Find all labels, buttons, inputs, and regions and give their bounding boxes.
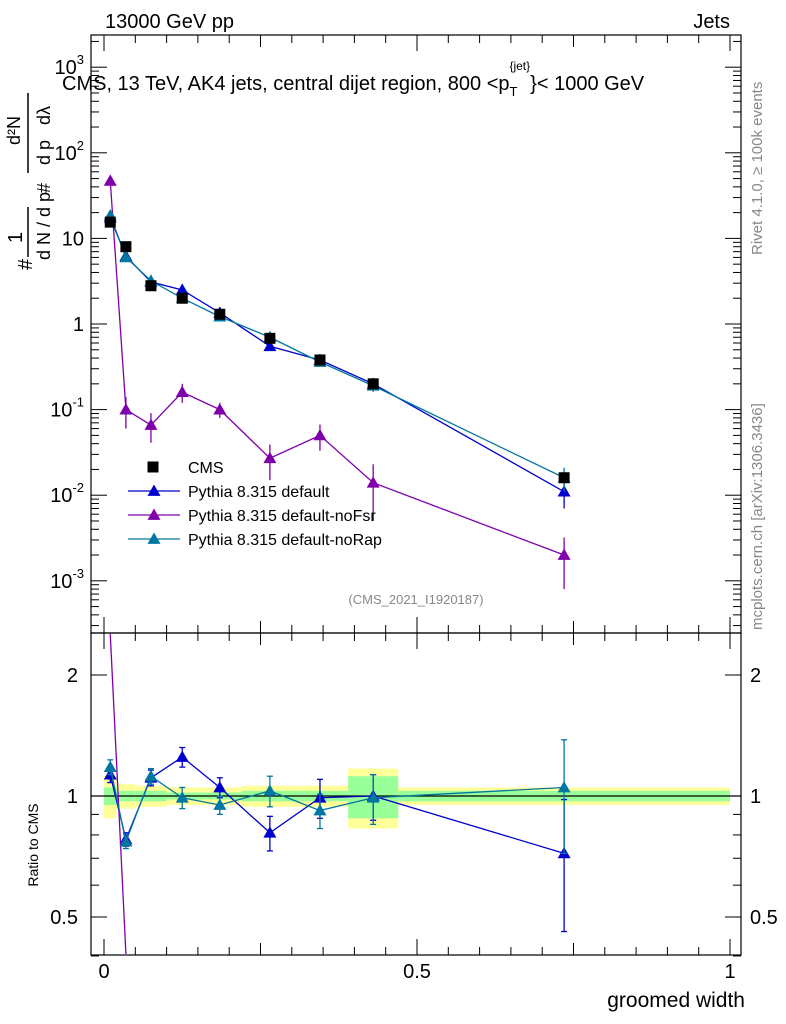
data-point: [175, 791, 189, 803]
svg-text:d N / d p: d N / d p: [34, 192, 54, 260]
ratio-series-pythia-8-315-default: [103, 746, 571, 933]
svg-text:#: #: [15, 258, 37, 270]
main-series: [103, 174, 571, 590]
data-point: [120, 241, 132, 253]
header-jets-label: Jets: [693, 11, 730, 33]
data-point: [263, 784, 277, 796]
main-axis-ticks: 10-3 10-2 10-1 1 10 102 103: [50, 35, 741, 633]
data-point: [214, 308, 226, 320]
legend-marker: [147, 484, 161, 496]
ratio-y-tick-label-right: 1: [750, 786, 761, 808]
legend-entry-pythia-8-315-default-norap: Pythia 8.315 default-noRap: [128, 532, 382, 549]
plot-title-sup: {jet}: [509, 59, 530, 73]
ratio-y-tick-label-right: 0.5: [750, 907, 778, 929]
svg-text:1: 1: [5, 232, 27, 243]
main-y-tick-label: 10-1: [50, 395, 84, 422]
data-point: [144, 769, 158, 782]
header-energy-label: 13000 GeV pp: [105, 11, 234, 33]
legend-label: CMS: [188, 460, 224, 477]
mcplots-label: mcplots.cern.ch [arXiv:1306.3436]: [749, 403, 766, 630]
ratio-y-tick-label: 1: [67, 786, 78, 808]
data-point: [557, 548, 571, 560]
plot-title-prefix: CMS, 13 TeV, AK4 jets, central dijet reg…: [62, 73, 510, 95]
data-point: [314, 354, 326, 366]
ratio-series: [103, 633, 571, 955]
data-point: [103, 760, 117, 772]
ratio-y-tick-label-right: 2: [750, 665, 761, 687]
legend-marker: [147, 508, 161, 520]
rivet-version-label: Rivet 4.1.0, ≥ 100k events: [749, 82, 766, 255]
legend: CMS Pythia 8.315 default Pythia 8.315 defa…: [128, 460, 382, 549]
ratio-y-tick-label: 0.5: [50, 907, 78, 929]
data-point: [213, 780, 227, 793]
series-line: [109, 633, 127, 955]
data-point: [119, 403, 133, 415]
ratio-plot-frame: [90, 632, 742, 956]
data-point: [367, 378, 379, 390]
x-axis-title: groomed width: [607, 989, 745, 1012]
data-point: [263, 339, 277, 352]
main-series-cms: [104, 216, 570, 484]
data-point: [263, 826, 277, 838]
data-point: [264, 332, 276, 344]
data-point: [557, 780, 571, 793]
legend-marker: [147, 461, 159, 473]
data-point: [366, 791, 380, 803]
ratio-y-tick-label: 2: [67, 665, 78, 687]
main-series-pythia-8-315-default-nofsr: [103, 174, 571, 590]
data-point: [119, 250, 133, 263]
svg-text:d p: d p: [34, 140, 54, 165]
plot-title-sub: T: [510, 84, 518, 99]
data-point: [176, 292, 188, 304]
legend-entry-pythia-8-315-default-nofsr: Pythia 8.315 default-noFsr: [128, 508, 376, 525]
legend-label: Pythia 8.315 default-noRap: [188, 532, 382, 549]
x-tick-label: 0.5: [403, 961, 431, 983]
data-point: [263, 451, 277, 464]
data-point: [366, 476, 380, 488]
svg-text:d²N: d²N: [4, 116, 24, 145]
data-point: [313, 428, 327, 441]
main-y-tick-label: 10-2: [50, 480, 84, 507]
ratio-series-pythia-8-315-default-norap: [103, 739, 571, 854]
data-point: [213, 403, 227, 415]
data-point: [104, 216, 116, 228]
main-y-tick-label: 1: [73, 314, 84, 336]
ratio-y-axis-title: Ratio to CMS: [25, 803, 41, 886]
data-point: [175, 750, 189, 762]
legend-marker: [147, 532, 161, 544]
svg-text:dλ: dλ: [34, 106, 54, 125]
ratio-axis-ticks: 0.5 0.5 1 1 2 2 0 0.5 1: [50, 633, 778, 983]
main-y-tick-label: 10: [62, 228, 84, 250]
x-tick-label: 1: [724, 961, 735, 983]
data-point: [144, 418, 158, 430]
data-point: [175, 283, 189, 295]
data-point: [313, 804, 327, 816]
main-y-tick-label: 10-3: [50, 566, 84, 593]
plot-title-suffix: }< 1000 GeV: [530, 73, 645, 95]
x-tick-label: 0: [98, 961, 109, 983]
main-series-pythia-8-315-default: [103, 211, 571, 509]
svg-text:CMS, 13 TeV, AK4 jets, central: CMS, 13 TeV, AK4 jets, central dijet reg…: [62, 59, 645, 99]
data-point: [145, 280, 157, 292]
series-line: [109, 215, 565, 479]
ratio-series-pythia-8-315-default-nofsr: [109, 633, 127, 955]
data-point: [213, 798, 227, 810]
legend-label: Pythia 8.315 default: [188, 484, 330, 501]
analysis-id: (CMS_2021_I1920187): [348, 592, 483, 607]
data-point: [119, 835, 133, 847]
main-y-tick-label: 103: [55, 52, 84, 79]
main-y-axis-title: # 1 d N / d p # d²N d p dλ: [4, 93, 54, 270]
legend-entry-cms: CMS: [147, 460, 224, 477]
main-series-pythia-8-315-default-norap: [103, 209, 571, 492]
data-point: [103, 174, 117, 186]
data-point: [175, 385, 189, 398]
legend-entry-pythia-8-315-default: Pythia 8.315 default: [128, 484, 330, 501]
svg-text:#: #: [34, 183, 54, 193]
main-y-tick-label: 102: [55, 138, 84, 165]
data-point: [558, 472, 570, 484]
legend-label: Pythia 8.315 default-noFsr: [188, 508, 376, 525]
plot-title: CMS, 13 TeV, AK4 jets, central dijet reg…: [62, 59, 645, 99]
